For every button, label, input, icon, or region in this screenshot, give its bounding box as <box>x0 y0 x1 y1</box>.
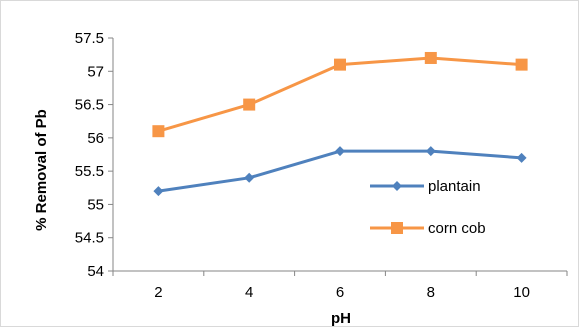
legend-marker <box>392 181 402 191</box>
data-point <box>424 51 437 64</box>
legend-label: corn cob <box>428 220 486 237</box>
data-point <box>334 58 346 71</box>
data-point <box>516 152 527 163</box>
legend-item: plantain <box>370 178 481 195</box>
y-tick-label: 54.5 <box>75 230 104 247</box>
x-tick-label: 8 <box>427 284 435 301</box>
legend-item: corn cob <box>370 220 486 237</box>
x-tick-label: 10 <box>513 284 530 301</box>
data-point <box>243 98 256 111</box>
series-layer <box>152 51 528 197</box>
legend-label: plantain <box>428 178 481 195</box>
data-point <box>244 172 255 183</box>
y-axis-label: % Removal of Pb <box>33 109 50 231</box>
series-corn-cob <box>152 51 528 138</box>
y-tick-label: 57 <box>87 63 104 80</box>
y-tick-label: 57.5 <box>75 30 104 47</box>
data-point <box>515 58 528 71</box>
x-axis-label: pH <box>331 310 351 327</box>
y-tick-label: 55 <box>87 196 104 213</box>
legend-marker <box>391 222 403 234</box>
y-tick-label: 54 <box>87 263 104 280</box>
x-tick-label: 4 <box>245 284 253 301</box>
data-point <box>335 146 345 157</box>
x-tick-label: 2 <box>154 284 162 301</box>
y-tick-label: 56 <box>87 130 104 147</box>
data-point <box>152 125 165 138</box>
axes <box>112 38 567 272</box>
data-point <box>425 146 436 157</box>
y-tick-label: 55.5 <box>75 163 104 180</box>
x-axis-ticks: 2 4 6 8 10 <box>112 271 568 301</box>
data-point <box>153 186 164 197</box>
legend: plantain corn cob <box>370 178 486 237</box>
y-axis-ticks: 54 54.5 55 55.5 56 56.5 57 57.5 <box>75 30 113 280</box>
x-tick-label: 6 <box>336 284 344 301</box>
y-tick-label: 56.5 <box>75 97 104 114</box>
series-plantain <box>153 146 527 197</box>
